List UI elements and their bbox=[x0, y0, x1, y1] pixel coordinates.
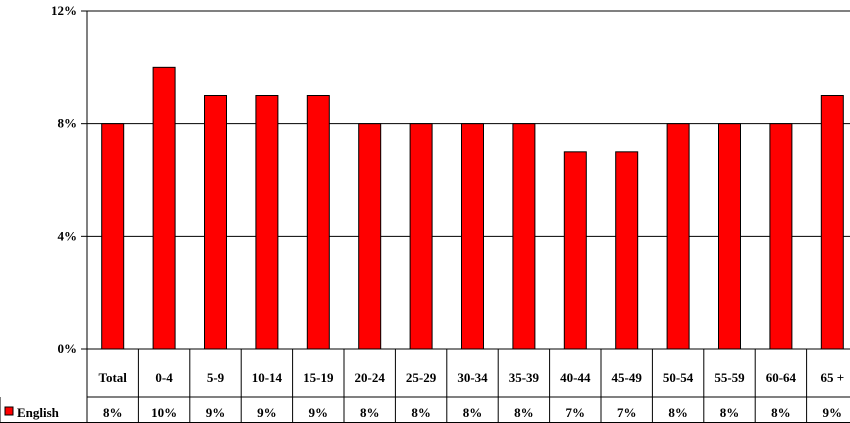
legend: English bbox=[4, 405, 60, 420]
bar bbox=[358, 123, 382, 350]
data-label: 9% bbox=[257, 405, 277, 420]
bar bbox=[563, 151, 587, 350]
data-label: 8% bbox=[514, 405, 534, 420]
data-label: 8% bbox=[668, 405, 688, 420]
data-label: 8% bbox=[360, 405, 380, 420]
data-label: 9% bbox=[309, 405, 329, 420]
bar bbox=[820, 95, 844, 350]
data-label: 8% bbox=[103, 405, 123, 420]
x-tick-label: 50-54 bbox=[663, 370, 694, 385]
bar bbox=[718, 123, 741, 350]
x-tick-label: 5-9 bbox=[207, 370, 225, 385]
bars bbox=[101, 66, 844, 350]
legend-label: English bbox=[17, 405, 60, 420]
x-tick-label: 15-19 bbox=[303, 370, 334, 385]
data-label: 8% bbox=[720, 405, 740, 420]
data-label: 10% bbox=[151, 405, 177, 420]
x-tick-label: 20-24 bbox=[355, 370, 386, 385]
bar bbox=[204, 95, 227, 350]
bar bbox=[255, 95, 279, 350]
x-tick-label: 40-44 bbox=[560, 370, 591, 385]
bar bbox=[152, 66, 176, 350]
axes bbox=[86, 11, 850, 350]
bar bbox=[101, 123, 125, 350]
data-label: 9% bbox=[823, 405, 843, 420]
y-tick-label: 8% bbox=[58, 116, 78, 131]
y-tick-labels: 0% 4% 8% 12% bbox=[51, 3, 87, 356]
bar bbox=[769, 123, 793, 350]
y-tick-label: 12% bbox=[51, 3, 77, 18]
bar bbox=[461, 123, 484, 350]
data-label: 8% bbox=[771, 405, 791, 420]
x-tick-label: 65 + bbox=[820, 370, 844, 385]
x-tick-label: 30-34 bbox=[457, 370, 488, 385]
x-tick-label: Total bbox=[98, 370, 127, 385]
x-tick-label: 0-4 bbox=[155, 370, 173, 385]
x-tick-label: 60-64 bbox=[766, 370, 797, 385]
legend-swatch bbox=[4, 406, 14, 416]
x-tick-label: 55-59 bbox=[714, 370, 745, 385]
y-tick-label: 0% bbox=[58, 341, 78, 356]
bar bbox=[512, 123, 536, 350]
x-tick-label: 10-14 bbox=[252, 370, 283, 385]
data-label: 8% bbox=[463, 405, 483, 420]
data-label: 7% bbox=[566, 405, 586, 420]
x-tick-label: 25-29 bbox=[406, 370, 437, 385]
bar bbox=[409, 123, 433, 350]
data-label: 9% bbox=[206, 405, 226, 420]
data-label: 8% bbox=[411, 405, 431, 420]
bar bbox=[306, 95, 330, 350]
bar bbox=[615, 151, 639, 350]
bar bbox=[666, 123, 690, 350]
y-tick-label: 4% bbox=[58, 228, 78, 243]
data-label: 7% bbox=[617, 405, 637, 420]
x-tick-label: 45-49 bbox=[612, 370, 643, 385]
x-tick-label: 35-39 bbox=[509, 370, 540, 385]
data-table: Total 8% 0-4 10% 5-9 9% 10-14 9% 15-19 9% 20-24 8% 2… bbox=[0, 349, 850, 423]
